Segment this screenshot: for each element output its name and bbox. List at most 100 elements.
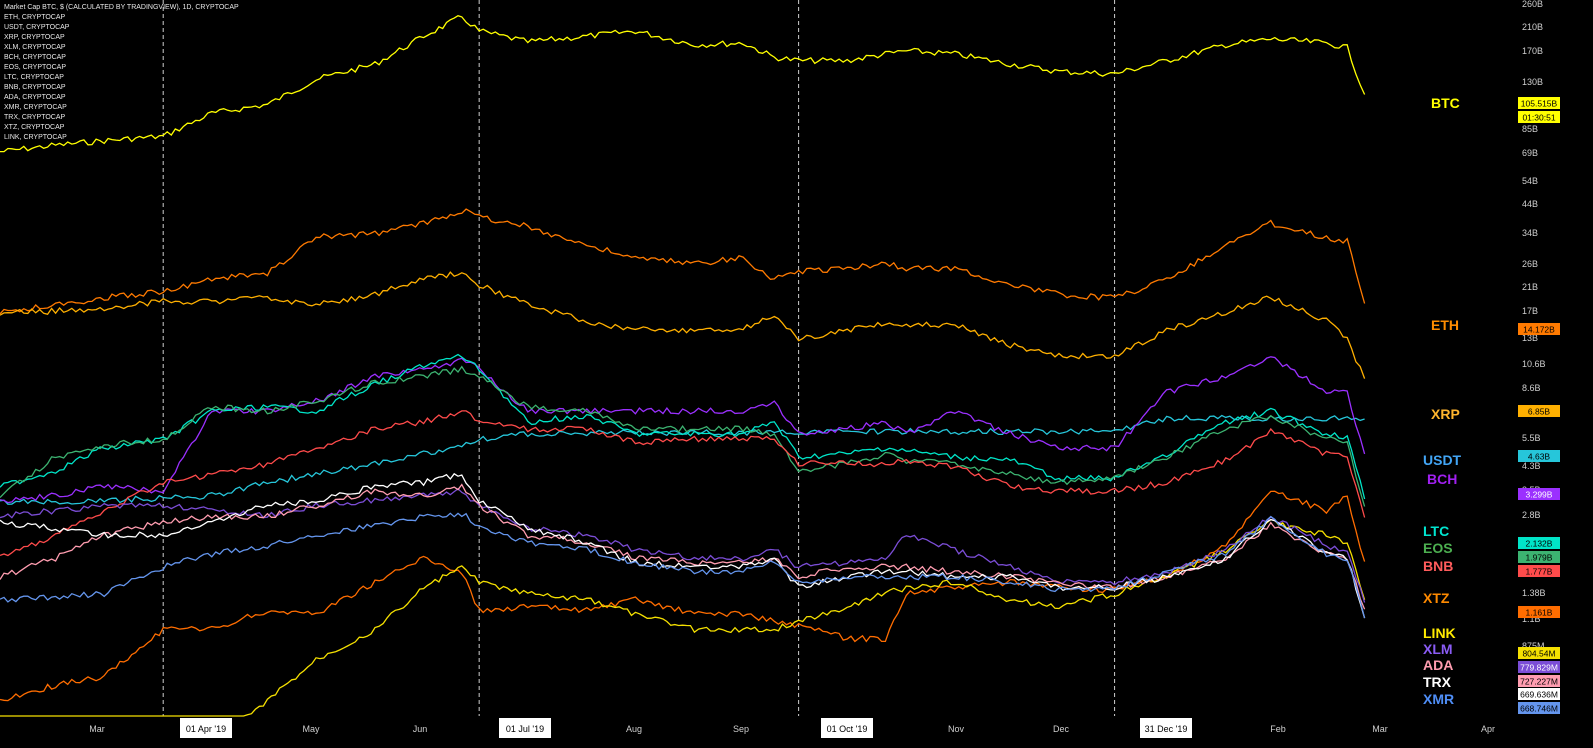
price-badge-bnb (1518, 565, 1560, 577)
series-line-trx[interactable] (0, 472, 1366, 619)
y-tick-label: 21B (1522, 282, 1538, 292)
y-tick-label: 85B (1522, 124, 1538, 134)
series-line-bch[interactable] (0, 356, 1366, 504)
series-label-bch: BCH (1427, 471, 1457, 487)
x-tick-highlight (180, 718, 232, 738)
price-badge-usdt (1518, 450, 1560, 462)
y-tick-label: 26B (1522, 259, 1538, 269)
price-badge-ada (1518, 675, 1560, 687)
series-line-xlm[interactable] (0, 487, 1366, 603)
legend-item[interactable]: XLM, CRYPTOCAP (4, 44, 66, 51)
legend-item[interactable]: EOS, CRYPTOCAP (4, 64, 66, 71)
price-badge-text: 1.161B (1526, 608, 1553, 618)
x-axis: Mar 01 Apr '19 May Jun 01 Jul '19 Aug Sep 01 Oc… (89, 718, 1495, 738)
legend-item[interactable]: XMR, CRYPTOCAP (4, 104, 67, 111)
series-label-ada: ADA (1423, 657, 1453, 673)
price-badge-eth (1518, 323, 1560, 335)
series-line-ltc[interactable] (0, 353, 1366, 500)
series-label-xrp: XRP (1431, 406, 1460, 422)
legend-item[interactable]: ADA, CRYPTOCAP (4, 94, 66, 101)
price-badge-text: 105.515B (1521, 99, 1558, 109)
x-tick-highlight (821, 718, 873, 738)
x-tick-label: 01 Oct '19 (827, 724, 868, 734)
legend-item[interactable]: LTC, CRYPTOCAP (4, 74, 64, 81)
price-badges: 105.515B 01:30:51 14.172B 6.85B 4.63B 3.299B 2… (1518, 97, 1560, 714)
legend-item[interactable]: TRX, CRYPTOCAP (4, 114, 66, 121)
y-tick-label: 875M (1522, 641, 1545, 651)
bar-timer-badge (1518, 111, 1560, 123)
price-badge-text: 3.299B (1526, 490, 1553, 500)
series-label-trx: TRX (1423, 674, 1452, 690)
series-line-eos[interactable] (0, 365, 1366, 507)
series-label-ltc: LTC (1423, 523, 1449, 539)
y-tick-label: 130B (1522, 77, 1543, 87)
series-line-bnb[interactable] (0, 410, 1366, 557)
x-tick-label: Apr (1481, 724, 1495, 734)
price-badge-text: 14.172B (1523, 325, 1555, 335)
legend-item[interactable]: Market Cap BTC, $ (CALCULATED BY TRADING… (4, 4, 239, 11)
y-tick-label: 4.3B (1522, 461, 1541, 471)
legend-item[interactable]: ETH, CRYPTOCAP (4, 14, 66, 21)
y-tick-label: 1.38B (1522, 588, 1546, 598)
price-badge-link (1518, 647, 1560, 659)
series-line-link[interactable] (0, 518, 1366, 717)
legend-item[interactable]: BNB, CRYPTOCAP (4, 84, 66, 91)
x-tick-label: Mar (89, 724, 105, 734)
series-line-eth[interactable] (0, 208, 1366, 315)
series-lines (0, 14, 1366, 717)
legend-item[interactable]: XTZ, CRYPTOCAP (4, 124, 65, 131)
series-line-btc[interactable] (0, 14, 1366, 153)
bar-timer-text: 01:30:51 (1522, 113, 1555, 123)
x-tick-highlight (499, 718, 551, 738)
price-badge-xlm (1518, 661, 1560, 673)
price-badge-text: 668.746M (1520, 704, 1558, 714)
x-tick-label: Dec (1053, 724, 1070, 734)
y-tick-label: 1.1B (1522, 614, 1541, 624)
price-badge-text: 1.979B (1526, 553, 1553, 563)
legend-item[interactable]: BCH, CRYPTOCAP (4, 54, 66, 61)
y-tick-label: 260B (1522, 0, 1543, 9)
series-line-xmr[interactable] (0, 512, 1366, 619)
x-tick-label: 31 Dec '19 (1145, 724, 1188, 734)
price-badge-xtz (1518, 606, 1560, 618)
series-line-xrp[interactable] (0, 271, 1366, 379)
series-label-link: LINK (1423, 625, 1456, 641)
price-badge-text: 4.63B (1528, 452, 1551, 462)
price-badge-trx (1518, 688, 1560, 700)
x-tick-label: Aug (626, 724, 642, 734)
price-badge-bch (1518, 488, 1560, 500)
y-tick-label: 54B (1522, 176, 1538, 186)
y-tick-label: 13B (1522, 333, 1538, 343)
y-tick-label: 10.6B (1522, 359, 1546, 369)
x-tick-label: Sep (733, 724, 749, 734)
series-label-btc: BTC (1431, 95, 1460, 111)
price-badge-text: 804.54M (1522, 649, 1555, 659)
price-badge-text: 727.227M (1520, 677, 1558, 687)
x-tick-label: 01 Jul '19 (506, 724, 544, 734)
y-tick-label: 5.5B (1522, 433, 1541, 443)
price-badge-text: 1.777B (1526, 567, 1553, 577)
price-badge-eos (1518, 551, 1560, 563)
series-label-eos: EOS (1423, 540, 1453, 556)
y-axis: 260B 210B 170B 130B 85B 69B 54B 44B 34B 26B 21B 17B… (1522, 0, 1546, 651)
series-label-eth: ETH (1431, 317, 1459, 333)
series-label-usdt: USDT (1423, 452, 1462, 468)
x-tick-label: May (302, 724, 320, 734)
price-badge-text: 779.829M (1520, 663, 1558, 673)
price-badge-text: 669.636M (1520, 690, 1558, 700)
legend: Market Cap BTC, $ (CALCULATED BY TRADING… (4, 3, 239, 143)
legend-item[interactable]: LINK, CRYPTOCAP (4, 134, 67, 141)
series-label-xtz: XTZ (1423, 590, 1450, 606)
y-tick-label: 44B (1522, 199, 1538, 209)
price-badge-xrp (1518, 405, 1560, 417)
x-tick-label: Nov (948, 724, 965, 734)
legend-item[interactable]: XRP, CRYPTOCAP (4, 34, 65, 41)
y-tick-label: 17B (1522, 306, 1538, 316)
series-label-bnb: BNB (1423, 558, 1453, 574)
y-tick-label: 2.8B (1522, 510, 1541, 520)
price-badge-text: 2.132B (1526, 539, 1553, 549)
legend-item[interactable]: USDT, CRYPTOCAP (4, 24, 70, 31)
